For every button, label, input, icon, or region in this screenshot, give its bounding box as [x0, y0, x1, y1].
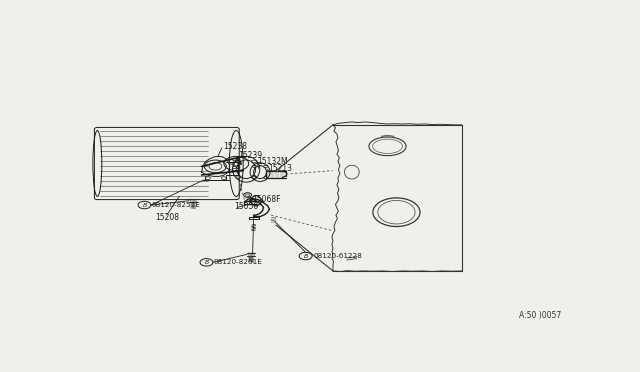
- Text: 15068F: 15068F: [252, 195, 280, 203]
- Text: 15238: 15238: [223, 142, 247, 151]
- Text: 08120-61228: 08120-61228: [313, 253, 362, 259]
- Text: A:50 )0057: A:50 )0057: [519, 311, 561, 320]
- Text: 15050: 15050: [234, 202, 258, 211]
- Text: 15132M: 15132M: [257, 157, 288, 166]
- Text: B: B: [204, 260, 209, 265]
- Text: 15239: 15239: [238, 151, 262, 160]
- Text: B: B: [303, 254, 308, 259]
- Text: 15213: 15213: [268, 164, 292, 173]
- Text: 15208: 15208: [155, 212, 179, 222]
- Text: B: B: [142, 202, 147, 208]
- Text: 08120-8251E: 08120-8251E: [152, 202, 201, 208]
- Text: 08120-8201E: 08120-8201E: [214, 259, 263, 265]
